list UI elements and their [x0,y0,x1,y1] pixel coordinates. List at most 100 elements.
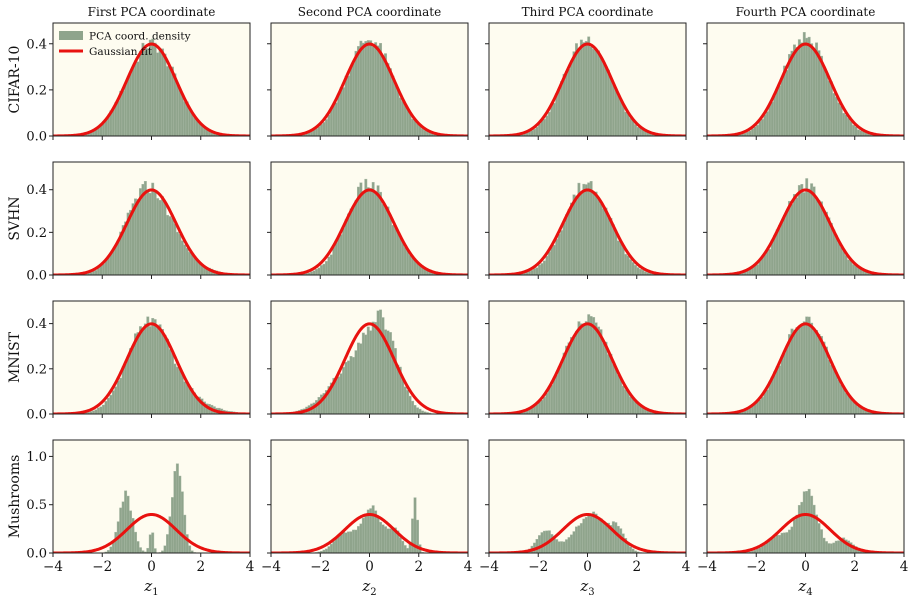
histogram-bar [790,204,794,275]
histogram-bar [533,128,536,136]
gaussian-fit-line [53,188,250,275]
histogram-bar [349,208,353,275]
histogram-bar [619,528,623,553]
histogram-bar [594,513,598,553]
y-tick-label: 0.2 [26,226,47,241]
histogram-bar [597,326,601,414]
histogram-bar [183,381,187,414]
histogram-bar [158,49,162,136]
histogram-bar [805,491,809,553]
histogram-bar [555,374,559,414]
histogram-bar [376,185,380,275]
histogram-bar [832,229,836,275]
histogram-bar [401,540,405,553]
histogram-bar [773,537,777,553]
histogram-bar [121,90,125,136]
histogram-bar [797,39,801,136]
histogram-bar [344,219,348,275]
histogram-bar [822,210,826,275]
histogram-bar [334,242,338,275]
histogram-bar [770,539,774,553]
histogram-bar [609,353,613,414]
histogram-bar [545,255,549,275]
histogram-bar [166,338,169,414]
histogram-bar [339,234,343,275]
histogram-bar [778,535,782,553]
histogram-bar [547,251,551,275]
histogram-bar [538,123,541,136]
histogram-bar [315,269,318,275]
histogram-bar [847,259,851,275]
histogram-bar [384,207,387,275]
histogram-bar [359,40,363,136]
histogram-bar [178,367,182,414]
histogram-bar [802,491,806,553]
histogram-bar [126,76,130,136]
histogram-bar [844,392,848,414]
histogram-bar [185,534,189,553]
histogram-bar [381,57,385,136]
histogram-bar [379,43,383,136]
histogram-bar [168,216,172,275]
histogram-bar [768,249,772,275]
histogram-bar [792,194,796,275]
histogram-bar [788,529,791,553]
histogram-bar [849,260,853,275]
y-tick-label: 0.4 [26,183,47,198]
histogram-bar [810,495,814,553]
x-tick-label: −2 [746,559,766,575]
histogram-bar [861,131,865,136]
histogram-bar [359,343,363,414]
histogram-bar [602,342,605,414]
x-tick-label: 0 [801,559,810,575]
histogram-bar [599,203,603,275]
histogram-bar [834,540,838,553]
y-tick-label: 0.0 [26,130,47,145]
histogram-bar [594,191,598,275]
histogram-bar [751,128,754,136]
histogram-bar [547,111,551,136]
histogram-bar [342,227,346,275]
panel-plot-area [53,463,250,553]
gaussian-fit-line [271,512,468,553]
histogram-bar [542,118,546,136]
x-tick-label: −2 [528,559,548,575]
histogram-bar [607,69,610,136]
histogram-bar [589,516,593,553]
histogram-bar [406,108,410,136]
panel-r2-c3 [485,161,687,279]
histogram-bar [604,341,608,414]
histogram-bar [780,221,784,275]
histogram-bar [92,271,96,275]
histogram-bar [324,548,328,553]
histogram-bar [592,317,596,414]
histogram-bar [376,517,380,553]
histogram-bar [555,539,559,553]
y-tick-label: 0.5 [26,498,47,513]
histogram-bar [765,389,769,414]
histogram-bar [758,399,762,414]
histogram-bar [416,123,419,136]
histogram-bar [401,378,405,414]
histogram-bar [339,534,343,553]
histogram-bar [748,130,752,136]
histogram-bar [802,192,806,275]
histogram-bar [332,247,336,275]
histogram-bar [364,334,368,414]
histogram-bar [802,321,806,414]
histogram-bar [352,357,355,414]
histogram-bar [540,532,544,553]
histogram-bar [393,225,397,275]
histogram-bar [839,384,843,414]
histogram-bar [398,97,402,136]
histogram-bar [180,240,184,275]
histogram-bar [604,524,608,553]
histogram-bar [817,334,821,414]
histogram-bar [788,334,791,414]
histogram-bar [535,267,539,275]
histogram-bar [389,332,392,414]
histogram-bar [396,89,400,136]
histogram-bar [619,241,623,275]
histogram-bar [626,391,630,414]
histogram-bar [138,547,142,553]
